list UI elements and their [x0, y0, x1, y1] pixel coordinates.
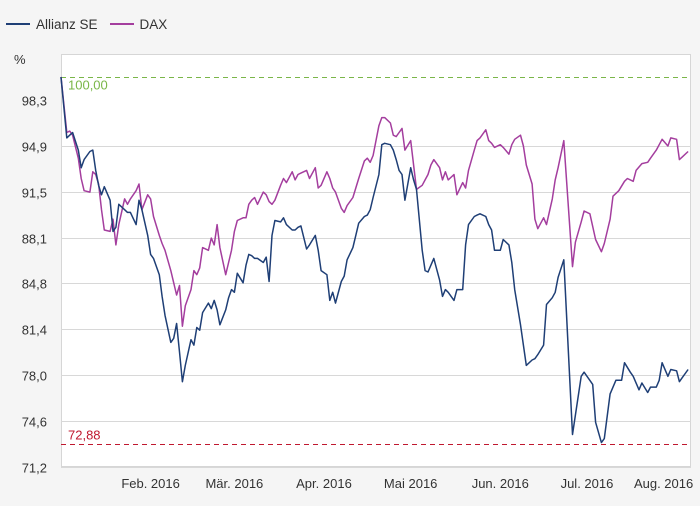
- chart-legend: Allianz SE DAX: [6, 14, 179, 34]
- x-tick-label: Mär. 2016: [205, 476, 263, 491]
- y-axis-unit-label: %: [14, 52, 26, 67]
- legend-label-dax: DAX: [139, 16, 168, 32]
- legend-swatch-dax: [109, 23, 134, 25]
- x-tick-label: Feb. 2016: [121, 476, 180, 491]
- y-tick-label: 71,2: [22, 461, 47, 476]
- reference-line-label: 100,00: [68, 78, 108, 93]
- legend-item-dax[interactable]: DAX: [109, 16, 168, 32]
- x-tick-label: Mai 2016: [384, 476, 437, 491]
- y-tick-label: 91,5: [22, 186, 47, 201]
- x-tick-label: Aug. 2016: [634, 476, 693, 491]
- legend-label-allianz: Allianz SE: [36, 16, 98, 32]
- y-tick-label: 88,1: [22, 232, 47, 247]
- x-axis-labels: Feb. 2016 Mär. 2016 Apr. 2016 Mai 2016 Jun. …: [121, 476, 693, 491]
- y-tick-label: 94,9: [22, 140, 47, 155]
- legend-item-allianz[interactable]: Allianz SE: [6, 17, 98, 32]
- reference-line-label: 72,88: [68, 428, 101, 443]
- x-tick-label: Apr. 2016: [296, 476, 352, 491]
- series-line-allianz-se: [60, 76, 689, 444]
- y-tick-label: 74,6: [22, 415, 47, 430]
- series-line-dax: [60, 76, 689, 327]
- y-tick-label: 84,8: [22, 277, 47, 292]
- y-tick-label: 98,3: [22, 94, 47, 109]
- series-lines: [60, 76, 689, 444]
- y-axis-labels: 98,3 94,9 91,5 88,1 84,8 81,4 78,0 74,6 71,2: [22, 94, 47, 476]
- x-tick-label: Jun. 2016: [472, 476, 529, 491]
- plot-area: [61, 54, 691, 467]
- y-tick-label: 78,0: [22, 369, 47, 384]
- reference-lines: 100,00 72,88: [61, 77, 691, 445]
- legend-swatch-allianz: [6, 23, 30, 25]
- y-tick-label: 81,4: [22, 323, 47, 338]
- x-tick-label: Jul. 2016: [561, 476, 614, 491]
